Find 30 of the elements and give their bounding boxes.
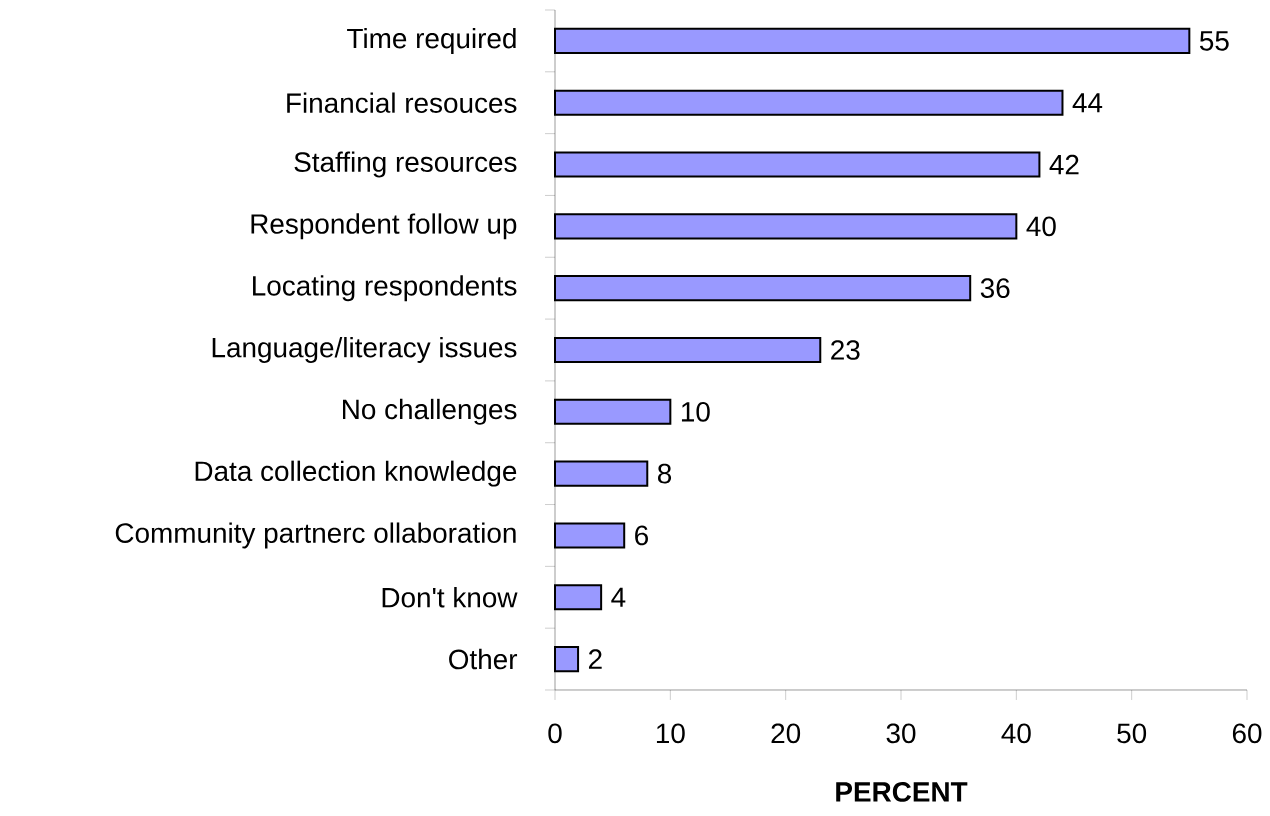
x-tick-label: 10 xyxy=(656,723,685,744)
data-label: 36 xyxy=(980,278,1010,299)
y-tick-label: Data collection knowledge xyxy=(195,460,517,487)
data-label: 4 xyxy=(611,587,626,607)
y-tick-label: No challenges xyxy=(343,398,517,425)
y-tick-label: Staffing resources xyxy=(294,151,517,178)
y-tick-label: Don't know xyxy=(382,587,518,608)
data-label: 23 xyxy=(831,340,860,360)
x-tick-label: 20 xyxy=(771,723,801,744)
y-tick-label: Other xyxy=(449,648,518,670)
y-tick-label: Language/literacy issues xyxy=(212,337,517,363)
x-tick-label: 40 xyxy=(1001,723,1031,744)
y-tick-label: Locating respondents xyxy=(253,275,517,302)
y-tick-label: Time required xyxy=(347,27,516,54)
x-tick-label: 60 xyxy=(1232,723,1262,744)
data-label: 6 xyxy=(635,525,648,546)
data-label: 55 xyxy=(1199,31,1229,51)
x-tick-label: 30 xyxy=(886,723,916,744)
data-label: 44 xyxy=(1072,93,1103,113)
y-tick-label: Community partnerc ollaboration xyxy=(115,522,516,549)
data-label: 10 xyxy=(681,401,710,422)
data-label: 8 xyxy=(657,463,672,484)
y-tick-label: Respondent follow up xyxy=(251,213,517,240)
x-tick-label: 0 xyxy=(548,723,562,744)
data-label: 42 xyxy=(1049,154,1079,175)
x-tick-label: 50 xyxy=(1117,723,1147,744)
x-axis-title: PERCENT xyxy=(836,782,968,802)
y-tick-label: Financial resouces xyxy=(287,92,517,113)
data-label: 2 xyxy=(588,649,602,669)
data-label: 40 xyxy=(1026,216,1056,237)
